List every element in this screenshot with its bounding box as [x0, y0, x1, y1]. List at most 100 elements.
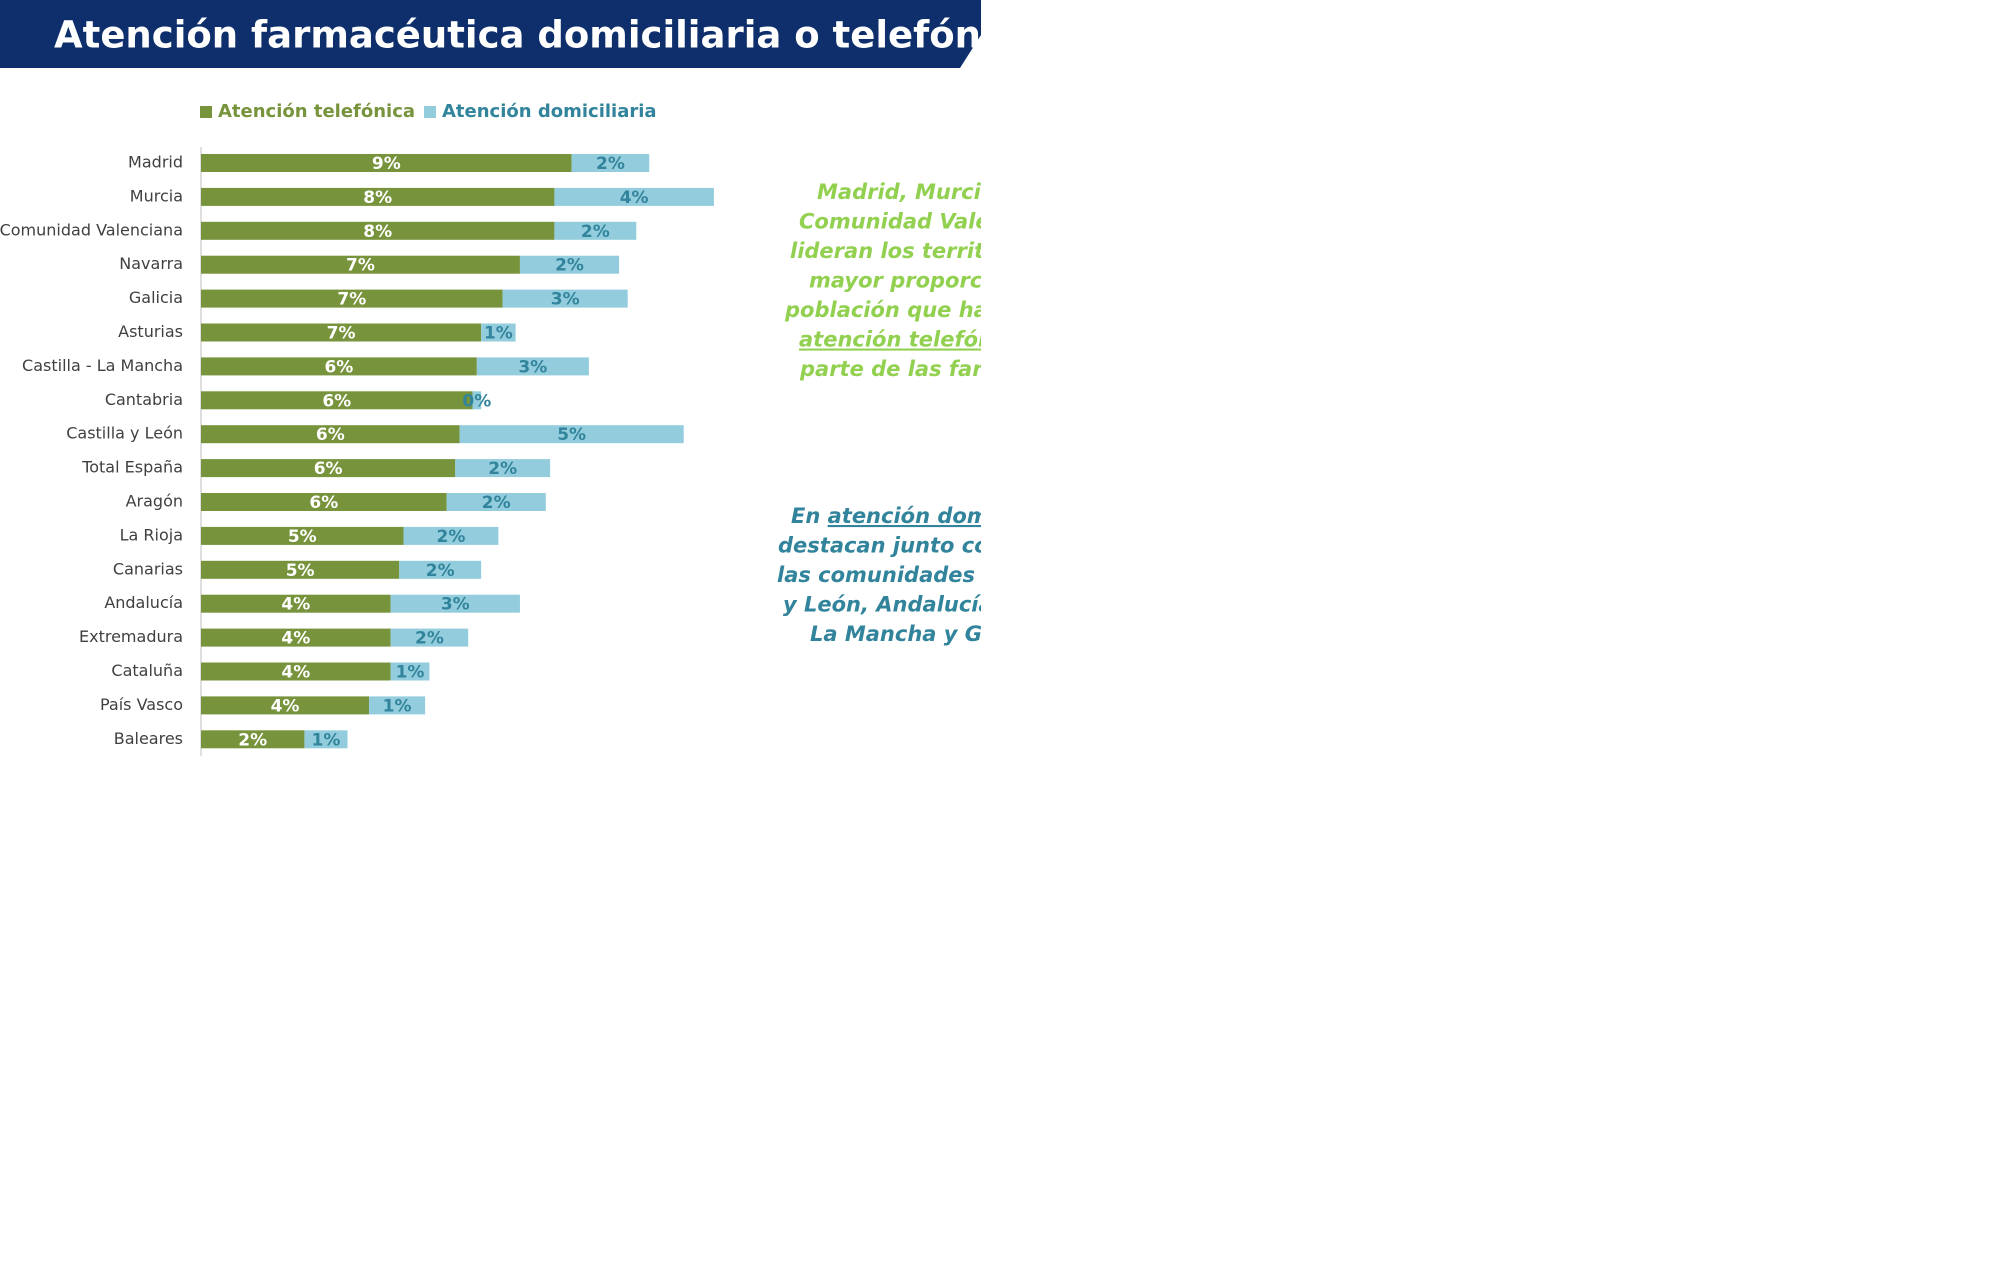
notes: Madrid, Murcia Comunidad Valen lideran los… [777, 180, 1017, 646]
bar-segment [390, 662, 430, 681]
data-label: 2% [488, 459, 517, 479]
data-label: 5% [288, 527, 317, 547]
note-line: las comunidades de [777, 563, 1012, 587]
bar-segment [201, 323, 482, 342]
bar-segment [201, 459, 456, 478]
category-label: Asturias [118, 322, 183, 341]
note-line: En atención domic [791, 504, 1009, 528]
bar-segment [201, 154, 572, 172]
note-segment: parte de las farm [799, 357, 1004, 381]
bar-segment [554, 187, 714, 206]
category-label: Canarias [113, 559, 183, 578]
bar-segment [390, 594, 520, 613]
note-line: lideran los territori [790, 239, 1017, 263]
note-line: población que ha r [784, 298, 1007, 322]
bar-segment [201, 357, 477, 376]
data-label: 4% [281, 595, 310, 615]
note-segment: La Mancha y Gal [810, 622, 1004, 646]
data-label: 1% [396, 663, 425, 683]
note-segment: En [791, 504, 828, 528]
legend-swatch [424, 106, 436, 118]
category-label: País Vasco [100, 695, 183, 714]
bar-segment [455, 459, 551, 478]
data-label: 4% [281, 663, 310, 683]
data-label: 7% [327, 324, 356, 344]
category-label: Murcia [130, 186, 183, 205]
note-line: y León, Andalucía, [783, 593, 1001, 617]
note-segment: destacan junto con [778, 534, 1004, 558]
bar-segment [459, 425, 684, 444]
bar-segment [201, 594, 391, 613]
category-label: Galicia [129, 288, 183, 307]
note-segment: población que ha r [784, 298, 1007, 322]
bar-segment [201, 425, 460, 444]
bar-segment [201, 696, 370, 715]
category-label: Cataluña [111, 661, 183, 680]
legend-label: Atención domiciliaria [442, 101, 657, 122]
data-label: 2% [426, 561, 455, 581]
bar-segment [403, 526, 499, 545]
category-label: Andalucía [104, 593, 183, 612]
data-label: 1% [312, 730, 341, 750]
note-segment: mayor proporció [809, 269, 1004, 293]
bar-segment [554, 221, 637, 240]
data-label: 6% [309, 493, 338, 513]
note-line: Comunidad Valen [799, 210, 1005, 234]
category-label: Extremadura [79, 627, 183, 646]
note-segment: las comunidades de [777, 563, 1012, 587]
data-label: 0% [462, 391, 491, 411]
data-label: 2% [482, 493, 511, 513]
note-line: Madrid, Murcia [817, 180, 995, 204]
data-label: 9% [372, 154, 401, 174]
note-segment: y León, Andalucía, [783, 593, 1001, 617]
data-label: 6% [324, 357, 353, 377]
note-line: La Mancha y Gal [810, 622, 1004, 646]
bar-segment [519, 255, 620, 274]
legend-swatch [200, 106, 212, 118]
data-label: 8% [363, 188, 392, 208]
bar-segment [201, 526, 404, 545]
bar-segment [201, 493, 447, 511]
data-label: 8% [363, 222, 392, 242]
data-label: 6% [316, 425, 345, 445]
bar-segment [481, 323, 516, 342]
bar-segment [571, 154, 650, 172]
legend-label: Atención telefónica [218, 101, 415, 122]
data-label: 5% [557, 425, 586, 445]
bar-segment [476, 357, 589, 376]
note-segment: Comunidad Valen [799, 210, 1005, 234]
bar-segment [390, 628, 469, 647]
bar-segment [201, 187, 555, 206]
bar-segment [446, 493, 546, 511]
title: Atención farmacéutica domiciliaria o tel… [54, 14, 1041, 57]
data-label: 2% [555, 256, 584, 276]
bar-segment [201, 255, 520, 274]
data-label: 7% [337, 290, 366, 310]
data-label: 2% [437, 527, 466, 547]
note-segment: Madrid, Murcia [817, 180, 995, 204]
note-segment: lideran los territori [790, 239, 1017, 263]
bar-segment [201, 221, 555, 240]
title-banner [0, 0, 981, 68]
note-line: parte de las farm [799, 357, 1004, 381]
data-label: 3% [518, 357, 547, 377]
data-label: 4% [281, 629, 310, 649]
bar-segment [201, 628, 391, 647]
data-label: 1% [383, 696, 412, 716]
data-label: 2% [238, 730, 267, 750]
bar-segment [472, 391, 482, 410]
data-label: 3% [441, 595, 470, 615]
bar-segment [201, 289, 503, 308]
category-label: La Rioja [120, 525, 183, 544]
data-label: 5% [286, 561, 315, 581]
note-line: destacan junto con [778, 534, 1004, 558]
category-label: Baleares [114, 729, 183, 748]
category-label: Aragón [126, 492, 183, 511]
data-label: 6% [322, 391, 351, 411]
note-segment: atención domic [828, 504, 1009, 528]
bar-segment [399, 560, 482, 579]
data-label: 6% [314, 459, 343, 479]
note-line: mayor proporció [809, 269, 1004, 293]
category-label: Castilla - La Mancha [22, 356, 183, 375]
bar-segment [201, 560, 400, 579]
